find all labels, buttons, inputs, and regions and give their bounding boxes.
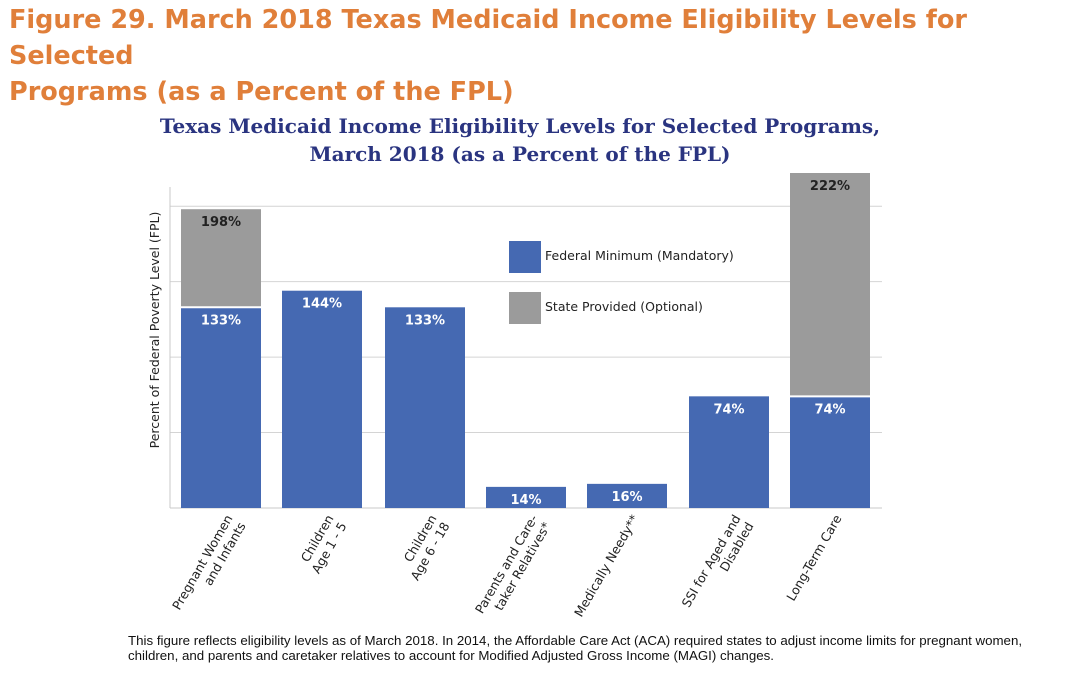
- x-tick-label: Parents and Care-taker Relatives*: [472, 512, 554, 624]
- figure-title-line-2: Programs (as a Percent of the FPL): [9, 77, 514, 107]
- x-tick-label: Long-Term Care: [783, 512, 845, 604]
- figure-title-line-1: Figure 29. March 2018 Texas Medicaid Inc…: [9, 5, 967, 71]
- chart-title: Texas Medicaid Income Eligibility Levels…: [120, 112, 920, 168]
- legend-swatch: [509, 241, 541, 273]
- data-label-federal: 16%: [611, 490, 642, 505]
- data-label-state: 198%: [201, 215, 241, 230]
- data-label-state: 222%: [810, 179, 850, 194]
- x-tick-label-line: Medically Needy**: [571, 512, 642, 619]
- chart-title-line-1: Texas Medicaid Income Eligibility Levels…: [159, 114, 881, 138]
- bar-federal: [282, 290, 362, 508]
- bar-state: [790, 173, 870, 397]
- bar-federal: [587, 483, 667, 508]
- x-tick-label: ChildrenAge 1 - 5: [295, 512, 349, 576]
- figure-title: Figure 29. March 2018 Texas Medicaid Inc…: [9, 2, 1069, 110]
- bar-federal: [790, 396, 870, 508]
- data-label-federal: 144%: [302, 297, 342, 312]
- bar-federal: [385, 307, 465, 508]
- x-tick-label: SSI for Aged andDisabled: [678, 512, 756, 617]
- data-label-federal: 133%: [201, 313, 241, 328]
- data-label-federal: 133%: [405, 313, 445, 328]
- chart-title-line-2: March 2018 (as a Percent of the FPL): [309, 142, 731, 166]
- bar-state: [181, 209, 261, 308]
- x-tick-label: Medically Needy**: [571, 512, 642, 619]
- x-tick-label-line: Long-Term Care: [783, 512, 845, 604]
- legend-label: State Provided (Optional): [545, 299, 703, 314]
- footnote: This figure reflects eligibility levels …: [128, 633, 1023, 663]
- data-label-federal: 74%: [814, 402, 845, 417]
- data-label-federal: 14%: [510, 493, 541, 508]
- y-axis-label: Percent of Federal Poverty Level (FPL): [147, 212, 162, 449]
- bar-federal: [486, 486, 566, 508]
- bar-federal: [689, 396, 769, 508]
- x-tick-label: Pregnant Womenand Infants: [169, 512, 249, 620]
- x-tick-label: ChildrenAge 6 - 18: [394, 512, 452, 583]
- legend-label: Federal Minimum (Mandatory): [545, 248, 734, 263]
- bar-federal: [181, 307, 261, 508]
- legend-swatch: [509, 292, 541, 324]
- data-label-federal: 74%: [713, 402, 744, 417]
